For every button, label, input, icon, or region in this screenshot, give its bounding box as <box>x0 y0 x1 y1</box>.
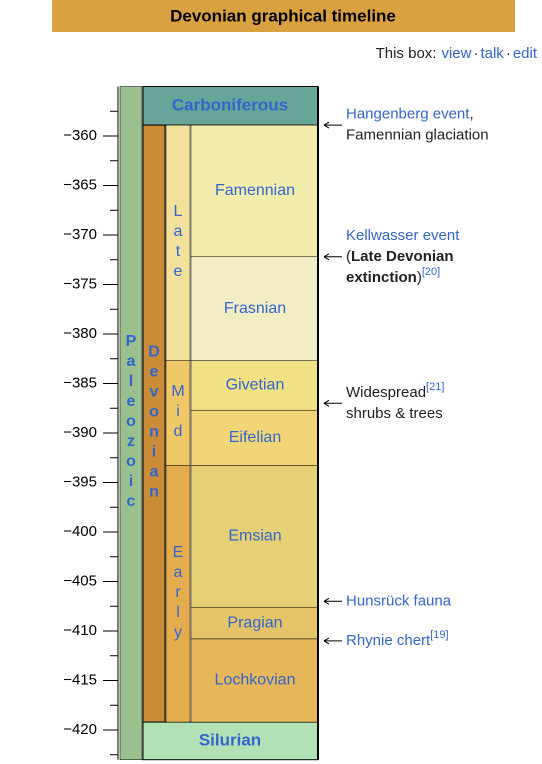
epoch-label: Mid <box>170 383 187 443</box>
epoch-box <box>165 360 191 466</box>
event-text: extinction <box>346 269 417 286</box>
tick-label: −390 <box>63 424 97 441</box>
event-line: (Late Devonian <box>346 248 454 265</box>
stage-label: Famennian <box>215 182 295 199</box>
event-line: Widespread[21] <box>346 381 444 401</box>
event-line: extinction)[20] <box>346 266 440 286</box>
arrow-head <box>323 121 330 129</box>
event-link[interactable]: Hunsrück fauna <box>346 592 452 609</box>
stage-box <box>190 465 319 608</box>
event-link[interactable]: Hangenberg event <box>346 106 470 123</box>
box-links-label: This box: <box>376 45 437 62</box>
title-bar <box>52 0 515 32</box>
event-link[interactable]: Rhynie chert <box>346 632 431 649</box>
event-text: , <box>469 106 473 123</box>
period-label: Silurian <box>199 730 261 749</box>
tick-label: −365 <box>63 176 97 193</box>
box-link[interactable]: edit <box>513 45 538 62</box>
box-link[interactable]: view <box>441 45 471 62</box>
link-separator: · <box>506 45 511 62</box>
stage-label: Frasnian <box>224 300 286 317</box>
event-line: Kellwasser event <box>346 227 460 244</box>
event-line: Hangenberg event, <box>346 106 474 123</box>
stage-box <box>190 256 319 361</box>
arrow-head <box>323 597 330 605</box>
event-text: Widespread <box>346 384 426 401</box>
stage-box <box>190 124 319 258</box>
era-label: Paleozoic <box>123 333 140 513</box>
epoch-label: Late <box>170 203 187 283</box>
event-text: Late Devonian <box>351 248 454 265</box>
stage-label: Eifelian <box>229 429 281 446</box>
event-text: Famennian glaciation <box>346 127 489 144</box>
arrow-head <box>323 399 330 407</box>
tick-label: −395 <box>63 473 97 490</box>
tick-label: −375 <box>63 275 97 292</box>
tick-label: −400 <box>63 523 97 540</box>
tick-label: −385 <box>63 374 97 391</box>
tick-label: −370 <box>63 226 97 243</box>
event-text[interactable]: [21] <box>426 381 444 393</box>
event-link[interactable]: Kellwasser event <box>346 227 460 244</box>
epoch-box <box>165 124 191 361</box>
stage-label: Emsian <box>228 528 281 545</box>
tick-label: −405 <box>63 572 97 589</box>
title: Devonian graphical timeline <box>170 6 396 25</box>
period-box <box>142 86 319 126</box>
stage-label: Pragian <box>227 614 282 631</box>
box-link[interactable]: talk <box>480 45 504 62</box>
event-text[interactable]: [20] <box>422 266 440 278</box>
stage-box <box>190 360 319 411</box>
stage-box <box>190 606 319 640</box>
stage-box <box>190 638 319 723</box>
tick-label: −410 <box>63 622 97 639</box>
stage-label: Givetian <box>226 377 285 394</box>
era-box <box>119 86 143 760</box>
tick-label: −380 <box>63 325 97 342</box>
event-line: Famennian glaciation <box>346 127 489 144</box>
event-line: Hunsrück fauna <box>346 592 452 609</box>
event-text: ( <box>346 248 351 265</box>
stage-box <box>190 409 319 466</box>
event-text: shrubs & trees <box>346 405 443 422</box>
epoch-box <box>165 465 191 723</box>
period-label: Devonian <box>146 344 163 504</box>
epoch-label: Early <box>170 544 187 644</box>
arrow-head <box>323 637 330 645</box>
link-separator: · <box>473 45 478 62</box>
tick-label: −360 <box>63 127 97 144</box>
box-links: This box: view · talk · edit <box>376 45 538 62</box>
event-line: shrubs & trees <box>346 405 443 422</box>
tick-label: −415 <box>63 671 97 688</box>
event-text[interactable]: [19] <box>430 629 448 641</box>
event-text: ) <box>417 269 422 286</box>
period-label: Carboniferous <box>172 95 288 114</box>
tick-label: −420 <box>63 721 97 738</box>
arrow-head <box>323 253 330 261</box>
stage-label: Lochkovian <box>215 672 296 689</box>
event-line: Rhynie chert[19] <box>346 629 449 649</box>
